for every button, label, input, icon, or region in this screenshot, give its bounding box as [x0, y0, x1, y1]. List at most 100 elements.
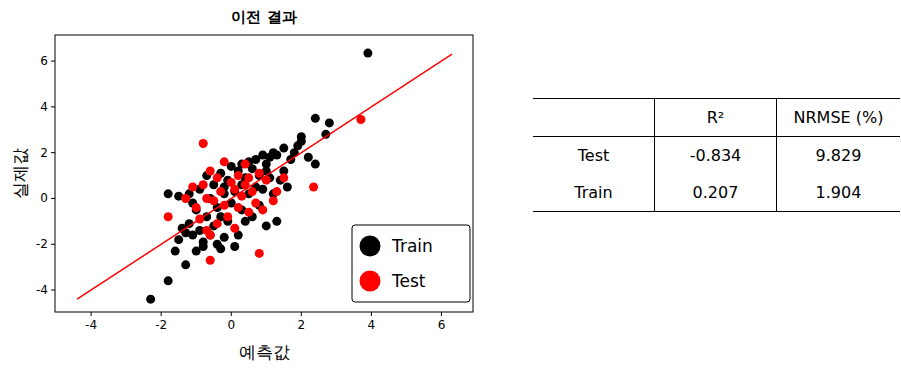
x-tick [441, 312, 442, 316]
point [230, 242, 239, 251]
legend-label: Train [391, 236, 433, 256]
row: Train0.2071.904 [533, 174, 900, 212]
point [164, 189, 173, 198]
y-tick-label: 0 [40, 191, 48, 205]
point [213, 240, 222, 249]
y-tick-label: -4 [36, 283, 48, 297]
point [206, 231, 215, 240]
point [251, 155, 260, 164]
x-tick-label: 2 [297, 318, 305, 332]
point [199, 242, 208, 251]
point [304, 153, 313, 162]
legend-marker [360, 236, 381, 257]
point [241, 217, 250, 226]
point [269, 196, 278, 205]
x-tick [91, 312, 92, 316]
point [309, 183, 318, 192]
point [234, 203, 243, 212]
x-label: 예측값 [239, 342, 290, 362]
y-tick-label: 2 [40, 146, 48, 160]
point [164, 212, 173, 221]
frame [55, 35, 473, 312]
column-header: R² [655, 99, 777, 137]
point [206, 166, 215, 175]
point [248, 187, 257, 196]
x-tick-label: 6 [438, 318, 446, 332]
y-tick [51, 106, 55, 107]
y-tick-label: 6 [40, 54, 48, 68]
point [213, 219, 222, 228]
point [223, 212, 232, 221]
cell: 0.207 [655, 174, 777, 212]
row: Test-0.8349.829 [533, 137, 900, 175]
metrics-table: R²NRMSE (%)Test-0.8349.829Train0.2071.90… [533, 98, 900, 212]
point [188, 183, 197, 192]
point [311, 160, 320, 169]
point [234, 171, 243, 180]
point [272, 217, 281, 226]
row-label: Train [533, 174, 655, 212]
point [192, 203, 201, 212]
point [171, 247, 180, 256]
point [164, 276, 173, 285]
point [216, 187, 225, 196]
point [206, 256, 215, 265]
header-row: R²NRMSE (%) [533, 99, 900, 137]
x-tick-label: -2 [155, 318, 167, 332]
cell: -0.834 [655, 137, 777, 175]
y-tick [51, 152, 55, 153]
y-tick [51, 244, 55, 245]
point [220, 233, 229, 242]
point [146, 295, 155, 304]
point [174, 235, 183, 244]
y-tick-label: -2 [36, 237, 48, 251]
x-tick [371, 312, 372, 316]
y-tick [51, 198, 55, 199]
cell: 9.829 [777, 137, 901, 175]
point [181, 194, 190, 203]
title: 이전 결과 [231, 8, 296, 26]
point [230, 224, 239, 233]
x-tick [301, 312, 302, 316]
legend-label: Test [391, 271, 426, 291]
x-tick-label: 4 [368, 318, 376, 332]
x-tick-label: -4 [85, 318, 97, 332]
x-tick [231, 312, 232, 316]
point [363, 49, 372, 58]
legend-box [352, 225, 470, 302]
point [283, 183, 292, 192]
legend: Train Test [352, 225, 470, 302]
point [199, 139, 208, 148]
point [279, 173, 288, 182]
y-tick-label: 4 [40, 100, 48, 114]
point [255, 249, 264, 258]
chart: 이전 결과예측값 실제값 -4 -2 0 2 4 6 -4 -2 0 2 4 6 Train Test [0, 0, 520, 372]
point [220, 157, 229, 166]
point [255, 169, 264, 178]
point [181, 260, 190, 269]
point [258, 185, 267, 194]
legend-marker [360, 271, 381, 292]
cell: 1.904 [777, 174, 901, 212]
y-tick [51, 290, 55, 291]
column-header: NRMSE (%) [777, 99, 901, 137]
point [244, 173, 253, 182]
point [199, 180, 208, 189]
point [213, 173, 222, 182]
point [244, 208, 253, 217]
x-tick [161, 312, 162, 316]
point [311, 114, 320, 123]
y-tick [51, 61, 55, 62]
point [325, 118, 334, 127]
x-tick-label: 0 [227, 318, 235, 332]
point [241, 160, 250, 169]
point [251, 199, 260, 208]
row-label: Test [533, 137, 655, 175]
point [202, 194, 211, 203]
point [227, 178, 236, 187]
y-label: 실제값 [10, 148, 30, 199]
point [272, 187, 281, 196]
point [258, 205, 267, 214]
point [206, 231, 215, 240]
corner-cell [533, 99, 655, 137]
